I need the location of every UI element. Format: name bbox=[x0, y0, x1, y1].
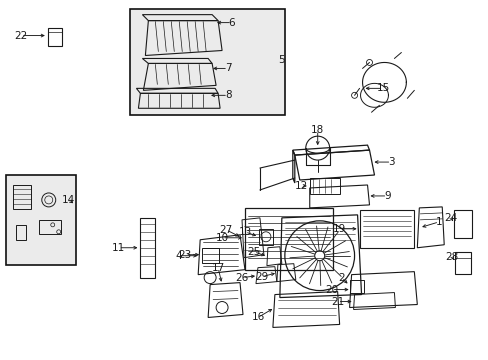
Bar bbox=[39, 220, 61, 234]
Text: 18: 18 bbox=[310, 125, 324, 135]
Bar bbox=[16, 225, 26, 240]
Text: 29: 29 bbox=[255, 272, 268, 282]
Bar bbox=[6, 175, 76, 265]
Bar bbox=[454, 252, 470, 274]
Text: 22: 22 bbox=[14, 31, 27, 41]
Text: 24: 24 bbox=[444, 213, 457, 223]
Text: 2: 2 bbox=[338, 273, 344, 283]
Text: 16: 16 bbox=[251, 312, 264, 323]
Bar bbox=[453, 210, 471, 238]
Text: 25: 25 bbox=[247, 247, 260, 257]
Text: 10: 10 bbox=[215, 233, 228, 243]
Bar bbox=[349, 280, 363, 293]
Text: 1: 1 bbox=[435, 217, 442, 227]
Text: 14: 14 bbox=[62, 195, 75, 205]
Bar bbox=[309, 178, 339, 194]
Text: 17: 17 bbox=[211, 263, 224, 273]
Bar bbox=[244, 208, 332, 270]
Text: 12: 12 bbox=[295, 181, 308, 191]
Bar bbox=[359, 210, 413, 248]
Bar bbox=[140, 218, 155, 278]
Bar bbox=[13, 185, 31, 209]
Text: 28: 28 bbox=[445, 252, 458, 262]
Text: 3: 3 bbox=[387, 157, 394, 167]
Text: 5: 5 bbox=[278, 55, 285, 66]
Text: 19: 19 bbox=[332, 224, 346, 234]
Text: 13: 13 bbox=[238, 227, 251, 237]
Text: 8: 8 bbox=[224, 90, 231, 100]
Bar bbox=[202, 248, 219, 263]
Text: 11: 11 bbox=[112, 243, 125, 253]
Text: 26: 26 bbox=[235, 273, 248, 283]
Text: 23: 23 bbox=[178, 250, 191, 260]
Bar bbox=[130, 9, 285, 115]
Bar bbox=[48, 28, 61, 45]
Text: 4: 4 bbox=[175, 251, 181, 261]
Text: 20: 20 bbox=[325, 284, 338, 294]
Text: 7: 7 bbox=[224, 63, 231, 73]
Text: 21: 21 bbox=[330, 297, 344, 306]
Bar bbox=[259, 229, 272, 245]
Text: 6: 6 bbox=[228, 18, 235, 28]
Text: 27: 27 bbox=[219, 225, 232, 235]
Text: 9: 9 bbox=[384, 191, 390, 201]
Text: 15: 15 bbox=[376, 84, 389, 93]
